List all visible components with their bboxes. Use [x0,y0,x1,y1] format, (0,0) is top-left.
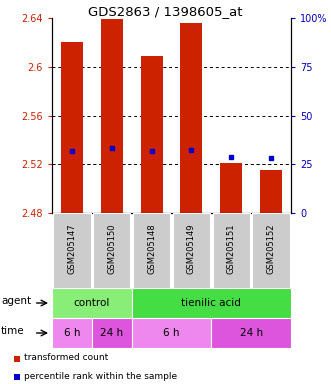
Bar [173,213,210,288]
Bar [141,56,163,213]
Text: GSM205152: GSM205152 [266,224,276,274]
Bar [93,213,130,288]
Bar [133,213,170,288]
Text: GSM205147: GSM205147 [68,224,76,274]
Bar [211,318,291,348]
Bar [52,318,92,348]
Bar [132,318,211,348]
Text: 6 h: 6 h [64,328,80,338]
Text: GSM205151: GSM205151 [227,224,236,274]
Bar [260,170,282,213]
Text: GDS2863 / 1398605_at: GDS2863 / 1398605_at [88,5,243,18]
Bar [132,288,291,318]
Bar [14,374,20,381]
Text: percentile rank within the sample: percentile rank within the sample [24,372,177,381]
Bar [61,42,83,213]
Text: 6 h: 6 h [163,328,180,338]
Text: control: control [73,298,110,308]
Text: GSM205150: GSM205150 [107,224,116,274]
Text: time: time [1,326,25,336]
Text: GSM205148: GSM205148 [147,224,156,274]
Text: transformed count: transformed count [24,353,108,362]
Bar [213,213,250,288]
Text: 24 h: 24 h [100,328,123,338]
Text: tienilic acid: tienilic acid [181,298,241,308]
Bar [101,19,123,213]
Bar [52,288,132,318]
Bar [252,213,290,288]
Bar [92,318,132,348]
Bar [53,213,91,288]
Text: GSM205149: GSM205149 [187,224,196,274]
Bar [220,163,242,213]
Bar [180,23,202,213]
Bar [14,356,20,362]
Text: 24 h: 24 h [240,328,263,338]
Text: agent: agent [1,296,31,306]
